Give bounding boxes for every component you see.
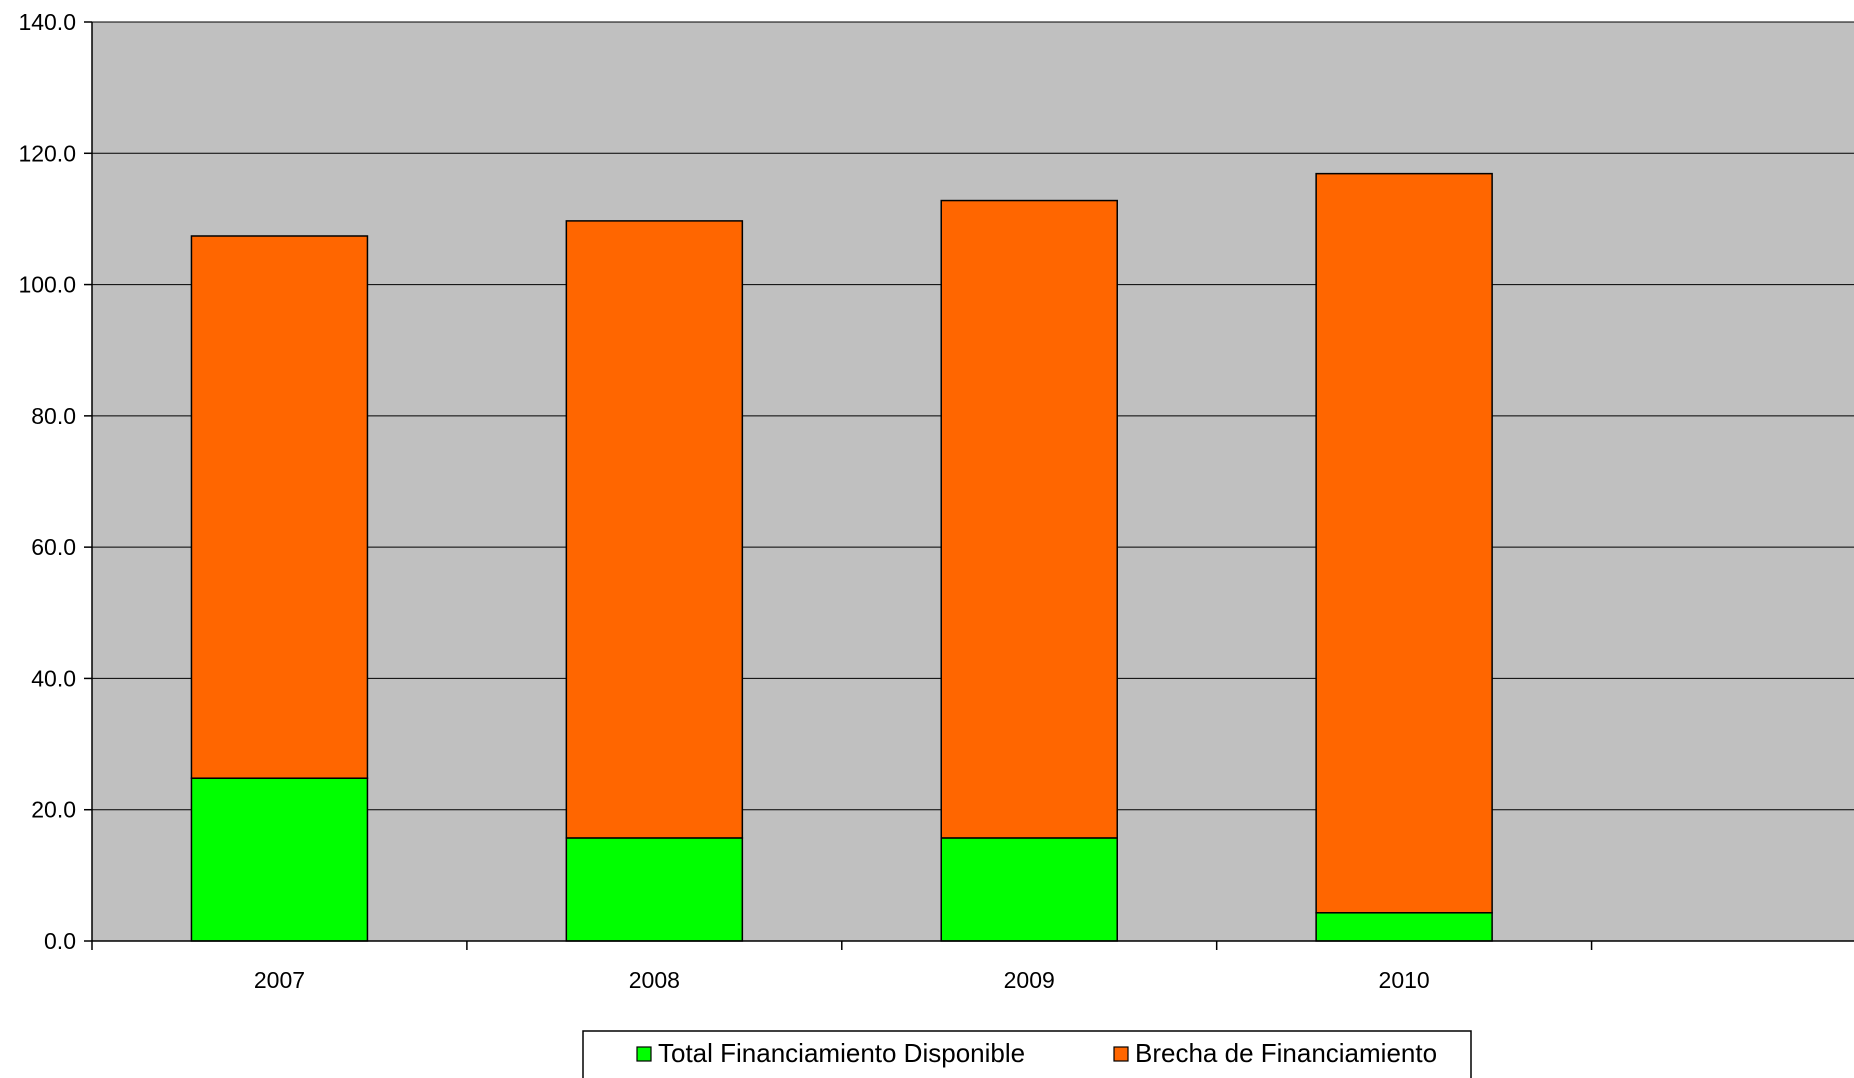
y-tick-label: 80.0	[31, 403, 76, 429]
bar-total-financiamiento-disponible-2008	[565, 837, 744, 942]
bar-brecha-de-financiamiento-2007	[190, 235, 369, 779]
legend-swatch-brecha-de-financiamiento	[1113, 1046, 1129, 1062]
x-tick-label: 2010	[1379, 967, 1430, 993]
y-tick-label: 60.0	[31, 534, 76, 560]
bar-total-financiamiento-disponible-2009	[940, 837, 1118, 942]
y-tick-label: 100.0	[18, 272, 76, 298]
legend: Total Financiamiento Disponible Brecha d…	[582, 1030, 1472, 1078]
y-tick-label: 40.0	[31, 665, 76, 691]
y-tick-label: 0.0	[44, 928, 76, 954]
x-tick-label: 2008	[629, 967, 680, 993]
y-tick-label: 120.0	[18, 140, 76, 166]
x-tick-label: 2007	[254, 967, 305, 993]
legend-label-total-financiamiento-disponible: Total Financiamiento Disponible	[658, 1038, 1025, 1068]
bar-total-financiamiento-disponible-2007	[190, 777, 369, 942]
legend-swatch-total-financiamiento-disponible	[636, 1046, 652, 1062]
bar-brecha-de-financiamiento-2010	[1315, 172, 1493, 914]
y-tick-label: 20.0	[31, 797, 76, 823]
bar-brecha-de-financiamiento-2009	[940, 199, 1118, 839]
legend-box	[582, 1030, 1472, 1078]
y-tick-label: 140.0	[18, 9, 76, 35]
axes: 0.0 20.0 40.0 60.0 80.0 100.0 120.0 140.0 2007 20…	[18, 9, 1854, 993]
bar-total-financiamiento-disponible-2010	[1315, 912, 1493, 942]
legend-label-brecha-de-financiamiento: Brecha de Financiamiento	[1135, 1038, 1437, 1068]
bar-brecha-de-financiamiento-2008	[565, 220, 744, 839]
x-tick-label: 2009	[1004, 967, 1055, 993]
bars	[190, 172, 1493, 942]
